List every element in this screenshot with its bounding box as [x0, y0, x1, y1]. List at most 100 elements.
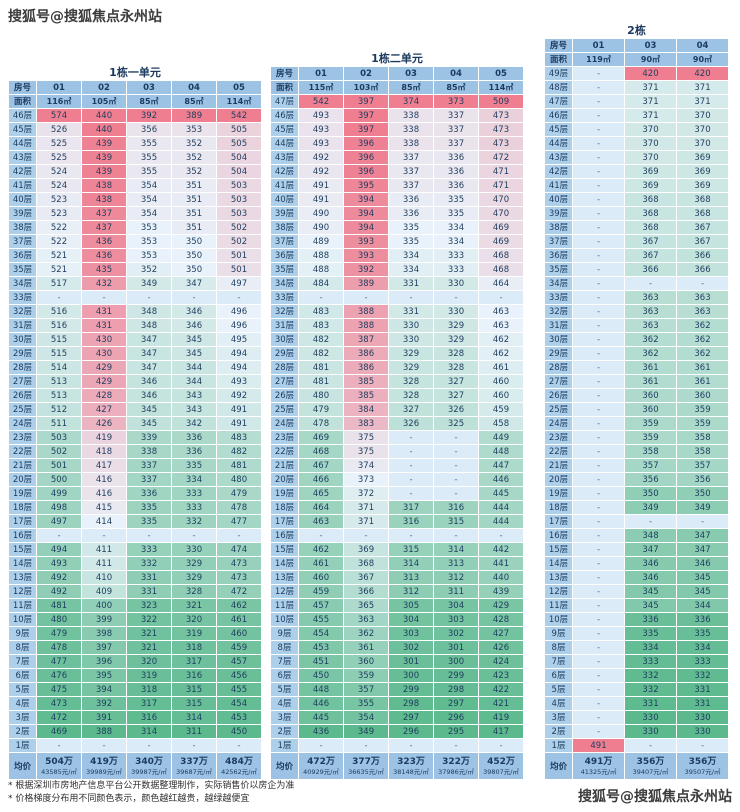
- table-title: 1栋一单元: [109, 66, 161, 79]
- price-cell: 301: [388, 654, 434, 669]
- floor-row: 3层 445 354 297 296 419: [270, 710, 524, 725]
- average-total: 504万: [45, 756, 73, 767]
- price-cell: 353: [171, 122, 217, 137]
- price-cell: 468: [478, 262, 524, 277]
- floor-cell: 8层: [270, 640, 299, 655]
- price-cell: 317: [388, 500, 434, 515]
- price-cell: -: [572, 66, 625, 81]
- price-cell: 336: [126, 486, 172, 501]
- price-cell: 329: [388, 346, 434, 361]
- floor-row: 18层 -349 349: [544, 500, 729, 515]
- price-cell: -: [433, 486, 479, 501]
- price-cell: -: [433, 458, 479, 473]
- floor-cell: 34层: [8, 276, 37, 291]
- floor-cell: 39层: [544, 206, 573, 221]
- floor-cell: 38层: [544, 220, 573, 235]
- price-cell: 494: [36, 542, 82, 557]
- price-cell: 353: [126, 234, 172, 249]
- floor-row: 38层 -368 367: [544, 220, 729, 235]
- floor-cell: 8层: [544, 640, 573, 655]
- price-cell: 360: [676, 388, 729, 403]
- price-cell: 447: [478, 458, 524, 473]
- price-cell: 330: [171, 542, 217, 557]
- room-header-label: 房号: [270, 66, 299, 81]
- floor-row: 14层 461 368 314 313 441: [270, 556, 524, 571]
- price-cell: 336: [171, 430, 217, 445]
- table-building1-unit1: 1栋一单元 房号 01 02 03 04 05 面积 116㎡ 105㎡ 85㎡ 85㎡ 114㎡ 46层…: [8, 66, 262, 780]
- price-cell: 300: [388, 668, 434, 683]
- price-cell: 450: [298, 668, 344, 683]
- floor-row: 49层 -420 420: [544, 66, 729, 81]
- floor-row: 27层 -361 361: [544, 374, 729, 389]
- price-cell: -: [572, 514, 625, 529]
- price-cell: 311: [171, 724, 217, 739]
- price-cell: 460: [478, 374, 524, 389]
- floor-cell: 25层: [270, 402, 299, 417]
- price-cell: 330: [624, 710, 677, 725]
- price-cell: -: [126, 290, 172, 305]
- price-cell: 327: [433, 374, 479, 389]
- price-cell: 343: [171, 388, 217, 403]
- floor-cell: 48层: [544, 80, 573, 95]
- price-cell: 350: [171, 262, 217, 277]
- area-cell: 85㎡: [126, 94, 172, 109]
- price-cell: -: [572, 262, 625, 277]
- price-cell: -: [572, 206, 625, 221]
- price-cell: 299: [388, 682, 434, 697]
- floor-cell: 30层: [270, 332, 299, 347]
- floor-cell: 43层: [544, 150, 573, 165]
- price-cell: 488: [298, 248, 344, 263]
- price-cell: 330: [676, 710, 729, 725]
- average-total: 472万: [307, 756, 335, 767]
- price-cell: 367: [624, 248, 677, 263]
- price-cell: -: [572, 528, 625, 543]
- floor-cell: 33层: [8, 290, 37, 305]
- price-cell: 363: [624, 318, 677, 333]
- area-cell: 85㎡: [433, 80, 479, 95]
- floor-row: 5层 448 357 299 298 422: [270, 682, 524, 697]
- price-cell: 369: [624, 178, 677, 193]
- average-cell: 377万 36635元/㎡: [343, 752, 389, 780]
- area-cell: 105㎡: [81, 94, 127, 109]
- floor-cell: 39层: [270, 206, 299, 221]
- floor-row: 1层 - - - - -: [270, 738, 524, 753]
- floor-row: 5层 -332 331: [544, 682, 729, 697]
- floor-row: 8层 453 361 302 301 426: [270, 640, 524, 655]
- price-cell: 521: [36, 262, 82, 277]
- price-cell: 328: [433, 360, 479, 375]
- floor-cell: 34层: [544, 276, 573, 291]
- price-cell: 336: [388, 192, 434, 207]
- price-cell: 472: [216, 584, 262, 599]
- average-cell: 484万 42562元/㎡: [216, 752, 262, 780]
- average-unit-price: 38148元/㎡: [393, 767, 429, 776]
- price-cell: -: [36, 290, 82, 305]
- floor-cell: 43层: [8, 150, 37, 165]
- price-cell: -: [433, 444, 479, 459]
- floor-row: 18层 498 415 335 333 478: [8, 500, 262, 515]
- price-cell: 511: [36, 416, 82, 431]
- price-cell: 478: [298, 416, 344, 431]
- floor-row: 32层 483 388 331 330 463: [270, 304, 524, 319]
- price-cell: 346: [676, 556, 729, 571]
- floor-cell: 44层: [544, 136, 573, 151]
- price-cell: 462: [478, 346, 524, 361]
- price-cell: 352: [126, 262, 172, 277]
- price-cell: 335: [126, 500, 172, 515]
- price-cell: 455: [216, 682, 262, 697]
- price-cell: 362: [676, 346, 729, 361]
- price-cell: 477: [36, 654, 82, 669]
- price-cell: 454: [216, 696, 262, 711]
- price-cell: -: [478, 528, 524, 543]
- floor-row: 35层 521 435 352 350 501: [8, 262, 262, 277]
- price-cell: 312: [433, 570, 479, 585]
- price-cell: 497: [36, 514, 82, 529]
- price-cell: 327: [388, 402, 434, 417]
- floor-cell: 9层: [270, 626, 299, 641]
- area-cell: 114㎡: [216, 94, 262, 109]
- price-cell: 330: [433, 304, 479, 319]
- price-cell: 445: [298, 710, 344, 725]
- price-cell: -: [36, 528, 82, 543]
- price-cell: -: [216, 290, 262, 305]
- price-cell: 501: [216, 262, 262, 277]
- price-cell: 419: [81, 430, 127, 445]
